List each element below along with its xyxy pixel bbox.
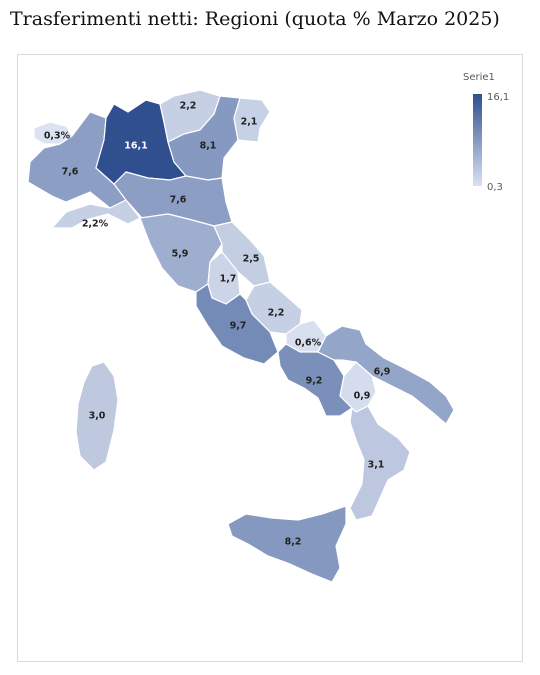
region-sicilia[interactable] (227, 505, 347, 583)
label-lazio: 9,7 (230, 321, 247, 332)
legend-min-label: 0,3 (487, 182, 503, 193)
label-campania: 9,2 (306, 376, 323, 387)
label-puglia: 6,9 (374, 367, 391, 378)
region-sardegna[interactable] (75, 361, 119, 471)
legend-color-scale (473, 94, 482, 186)
region-calabria[interactable] (349, 405, 411, 521)
label-toscana: 5,9 (172, 249, 189, 260)
label-sicilia: 8,2 (285, 537, 302, 548)
legend-title: Serie1 (463, 72, 495, 83)
label-marche: 2,5 (243, 254, 260, 265)
label-piemonte: 7,6 (62, 167, 79, 178)
legend-max-label: 16,1 (487, 92, 509, 103)
label-umbria: 1,7 (220, 274, 237, 285)
chart-title: Trasferimenti netti: Regioni (quota % Ma… (10, 8, 500, 30)
region-friuli-venezia-giulia[interactable] (233, 97, 271, 143)
label-sardegna: 3,0 (89, 411, 106, 422)
label-abruzzo: 2,2 (268, 308, 285, 319)
region-puglia[interactable] (317, 325, 455, 425)
label-veneto: 8,1 (200, 141, 217, 152)
label-friuli-venezia-giulia: 2,1 (241, 117, 258, 128)
label-trentino-alto-adige: 2,2 (180, 101, 197, 112)
label-emilia-romagna: 7,6 (170, 195, 187, 206)
label-valle-d-aosta: 0,3% (44, 131, 71, 142)
label-molise: 0,6% (295, 338, 322, 349)
region-lazio[interactable] (195, 283, 279, 365)
label-calabria: 3,1 (368, 460, 385, 471)
label-lombardia: 16,1 (124, 141, 147, 152)
label-liguria: 2,2% (82, 219, 109, 230)
label-basilicata: 0,9 (354, 391, 371, 402)
